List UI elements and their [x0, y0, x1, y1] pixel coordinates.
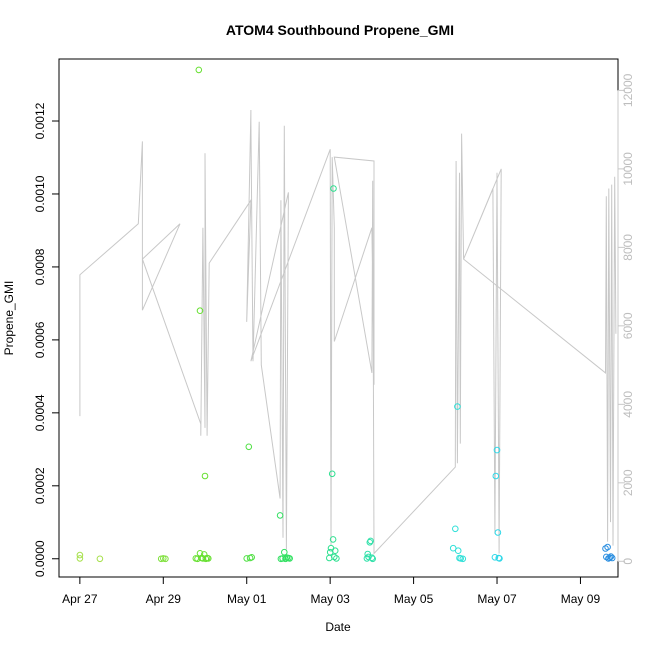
data-point: [202, 555, 210, 563]
y-tick-label: 0.0000: [33, 540, 47, 577]
data-point: [205, 555, 212, 562]
plot-box: [58, 58, 619, 578]
x-tick-label: Apr 29: [146, 592, 182, 606]
altitude-tick-label: 12000: [621, 73, 635, 107]
x-tick-label: May 05: [394, 592, 434, 606]
chart-title: ATOM4 Southbound Propene_GMI: [226, 22, 454, 38]
y-tick-label: 0.0006: [33, 321, 47, 358]
data-point: [494, 529, 502, 536]
altitude-axis: 0 2000 4000 6000 8000 10000 12000: [617, 73, 635, 565]
altitude-track: [79, 109, 617, 555]
y-tick-label: 0.0012: [33, 102, 47, 139]
data-point: [330, 185, 337, 192]
data-point: [604, 543, 611, 551]
data-point: [368, 554, 376, 562]
data-point: [76, 551, 84, 559]
y-tick-label: 0.0004: [33, 394, 47, 431]
data-point: [365, 553, 372, 561]
altitude-tick-label: 4000: [621, 391, 635, 418]
y-tick-label: 0.0008: [33, 248, 47, 285]
altitude-tick-label: 6000: [621, 312, 635, 339]
data-point: [606, 554, 614, 562]
data-point: [364, 550, 372, 558]
data-point: [286, 555, 294, 562]
data-point: [607, 553, 615, 560]
y-axis: 0.0000 0.0002 0.0004 0.0006 0.0008 0.0010 0.00…: [33, 102, 60, 577]
data-point: [331, 547, 339, 555]
y-tick-label: 0.0002: [33, 467, 47, 504]
altitude-tick-label: 8000: [621, 234, 635, 261]
data-point: [367, 537, 374, 545]
data-point: [276, 512, 284, 519]
data-point: [328, 470, 336, 478]
y-tick-label: 0.0010: [33, 175, 47, 212]
x-tick-label: May 03: [310, 592, 350, 606]
x-tick-label: Apr 27: [62, 592, 98, 606]
data-point: [281, 548, 288, 556]
x-tick-label: May 09: [561, 592, 601, 606]
altitude-tick-label: 10000: [621, 152, 635, 186]
data-point: [492, 472, 500, 480]
data-point: [608, 554, 616, 562]
data-point: [449, 544, 457, 552]
data-point: [369, 555, 377, 563]
data-point: [196, 307, 204, 315]
data-point: [96, 555, 104, 563]
x-axis: Apr 27 Apr 29 May 01 May 03 May 05 May 07 May …: [62, 576, 601, 606]
data-point: [282, 555, 289, 563]
data-point: [245, 443, 253, 451]
data-point: [201, 472, 209, 480]
data-point: [329, 536, 337, 543]
y-axis-label: Propene_GMI: [2, 281, 16, 356]
data-point: [195, 66, 203, 74]
data-point: [452, 525, 459, 533]
data-point: [491, 554, 499, 561]
data-point: [162, 555, 169, 563]
altitude-tick-label: 2000: [621, 469, 635, 496]
x-tick-label: May 01: [227, 592, 267, 606]
data-point: [496, 555, 503, 562]
data-point: [454, 403, 461, 410]
x-tick-label: May 07: [477, 592, 517, 606]
altitude-tick-label: 0: [621, 558, 635, 565]
data-point: [493, 446, 501, 454]
data-point: [459, 555, 467, 563]
data-point: [248, 554, 255, 561]
data-point: [454, 547, 462, 555]
data-point: [333, 555, 340, 562]
x-axis-label: Date: [325, 620, 351, 634]
data-point: [76, 555, 84, 562]
data-points: [76, 66, 616, 563]
altitude-line: [79, 109, 617, 555]
